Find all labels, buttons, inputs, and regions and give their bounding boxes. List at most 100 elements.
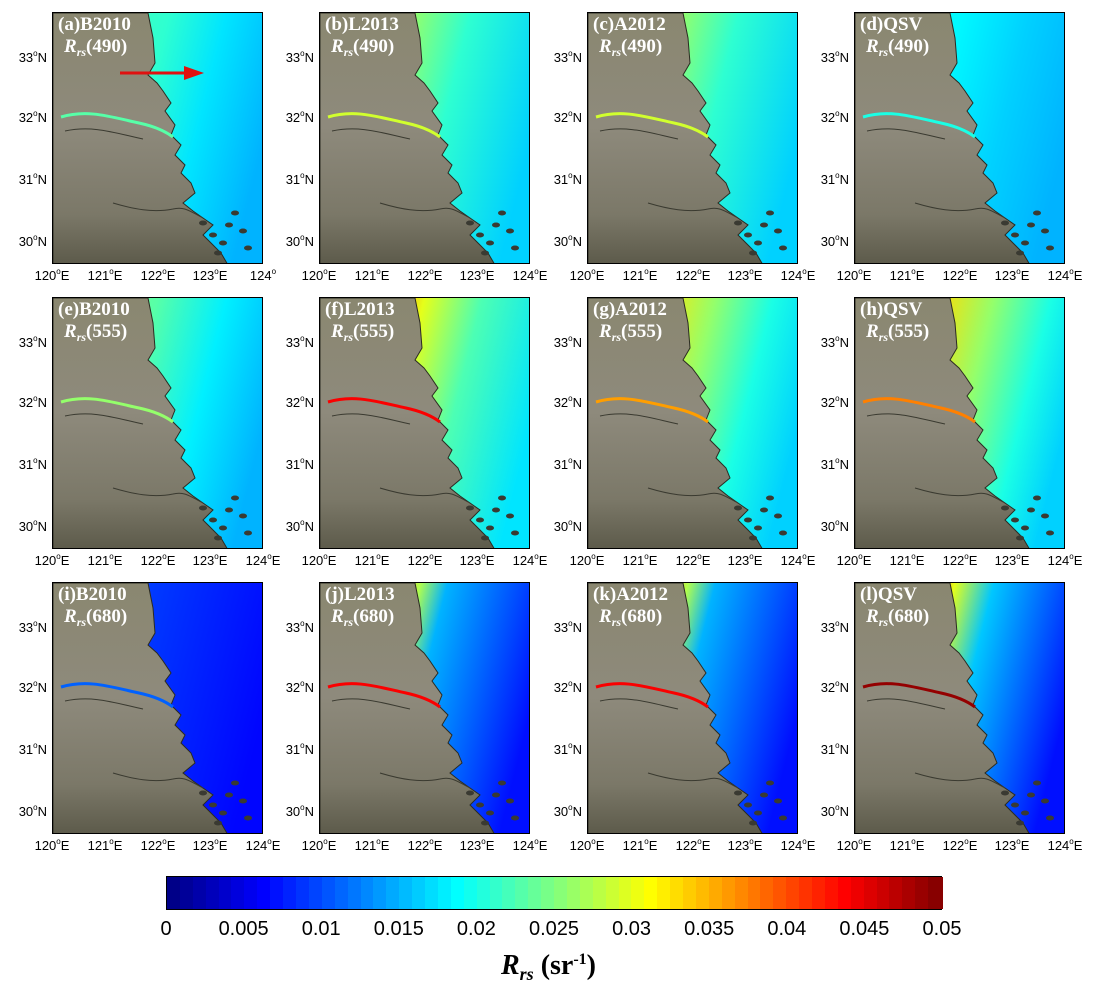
coastline-detail — [331, 413, 411, 425]
colorbar-segment — [670, 877, 685, 909]
lon-label: 121oE — [889, 837, 925, 853]
lat-label: 32oN — [820, 679, 849, 695]
island — [492, 222, 500, 228]
lon-label: 120oE — [301, 267, 337, 283]
island — [239, 228, 247, 234]
island — [466, 790, 474, 796]
lon-label: 124oE — [245, 552, 281, 568]
colorbar-segment — [579, 877, 595, 909]
lon-label: 123oE — [994, 267, 1030, 283]
map-panel-c: (c)A2012 Rrs(490) 33oN 32oN 31oN 30oN 120oE 121… — [554, 12, 815, 283]
map-image — [52, 582, 263, 834]
lat-label: 33oN — [285, 334, 314, 350]
island — [214, 535, 222, 541]
lat-label: 32oN — [553, 109, 582, 125]
island — [1011, 232, 1019, 238]
colorbar-segment — [850, 877, 866, 909]
coastline-detail — [866, 413, 946, 425]
panel-band-label: Rrs(555) — [331, 321, 395, 344]
island — [225, 507, 233, 513]
island — [225, 792, 233, 798]
lon-label: 121oE — [354, 267, 390, 283]
colorbar-segment — [863, 877, 879, 909]
lon-label: 122oE — [407, 552, 443, 568]
lon-label: 123oE — [994, 552, 1030, 568]
panel-band-label: Rrs(680) — [64, 606, 128, 629]
colorbar-segment — [515, 877, 530, 909]
lat-label: 33oN — [553, 49, 582, 65]
colorbar-segment — [889, 877, 904, 909]
lon-label: 123oE — [994, 837, 1030, 853]
map-panel-j: (j)L2013 Rrs(680) 33oN 32oN 31oN 30oN 120oE 121… — [286, 582, 547, 853]
lat-label: 30oN — [820, 518, 849, 534]
lat-label: 32oN — [18, 679, 47, 695]
lat-label: 33oN — [18, 619, 47, 635]
panel-title: (i)B2010 — [58, 584, 127, 605]
island — [1033, 495, 1041, 501]
island — [492, 792, 500, 798]
colorbar-segment — [192, 877, 208, 909]
lon-label: 124oE — [512, 837, 548, 853]
colorbar-segment — [218, 877, 234, 909]
map-panel-i: (i)B2010 Rrs(680) 33oN 32oN 31oN 30oN 120oE 121… — [19, 582, 280, 853]
colorbar-segment — [734, 877, 750, 909]
colorbar-segment — [437, 877, 453, 909]
colorbar-segment — [928, 877, 943, 909]
island — [209, 517, 217, 523]
colorbar-tick-label: 0.01 — [301, 918, 341, 940]
lat-label: 32oN — [820, 394, 849, 410]
island — [209, 232, 217, 238]
island — [754, 525, 762, 531]
island — [744, 802, 752, 808]
island — [774, 798, 782, 804]
island — [498, 780, 506, 786]
colorbar-segment — [502, 877, 517, 909]
island — [749, 250, 757, 256]
lon-label: 121oE — [87, 837, 123, 853]
lat-label: 32oN — [285, 109, 314, 125]
island — [1033, 780, 1041, 786]
coastline-detail — [379, 772, 471, 789]
island — [1046, 815, 1054, 821]
map-image — [52, 12, 263, 264]
lon-label: 123oE — [727, 267, 763, 283]
island — [766, 495, 774, 501]
lat-label: 32oN — [18, 109, 47, 125]
lat-label: 30oN — [285, 518, 314, 534]
map-panel-k: (k)A2012 Rrs(680) 33oN 32oN 31oN 30oN 120oE 121… — [554, 582, 815, 853]
island — [1041, 513, 1049, 519]
coastline-detail — [647, 202, 739, 219]
lon-label: 120oE — [836, 267, 872, 283]
lon-label: 121oE — [622, 837, 658, 853]
island — [734, 220, 742, 226]
lon-label: 124oE — [245, 837, 281, 853]
colorbar-segment — [167, 877, 182, 909]
map-panel-h: (h)QSV Rrs(555) 33oN 32oN 31oN 30oN 120oE 121oE… — [821, 297, 1082, 568]
colorbar-segment — [450, 877, 466, 909]
coastline-detail — [866, 698, 946, 710]
island — [1021, 240, 1029, 246]
colorbar-segment — [205, 877, 221, 909]
panel-band-label: Rrs(680) — [866, 606, 930, 629]
colorbar-segment — [373, 877, 388, 909]
island — [779, 815, 787, 821]
yangtze-estuary — [327, 682, 441, 709]
colorbar-segment — [592, 877, 608, 909]
panel-title: (g)A2012 — [593, 299, 667, 320]
colorbar-segment — [476, 877, 492, 909]
island — [1033, 210, 1041, 216]
island — [219, 240, 227, 246]
island — [219, 525, 227, 531]
panel-title: (b)L2013 — [325, 14, 399, 35]
island — [506, 798, 514, 804]
lon-label: 120oE — [569, 837, 605, 853]
island — [1041, 228, 1049, 234]
panel-title: (h)QSV — [860, 299, 923, 320]
island — [1027, 222, 1035, 228]
island — [779, 530, 787, 536]
lon-label: 124oE — [1047, 837, 1083, 853]
colorbar-segment — [554, 877, 569, 909]
coastline-detail — [914, 772, 1006, 789]
island — [481, 250, 489, 256]
yangtze-estuary — [595, 112, 709, 139]
